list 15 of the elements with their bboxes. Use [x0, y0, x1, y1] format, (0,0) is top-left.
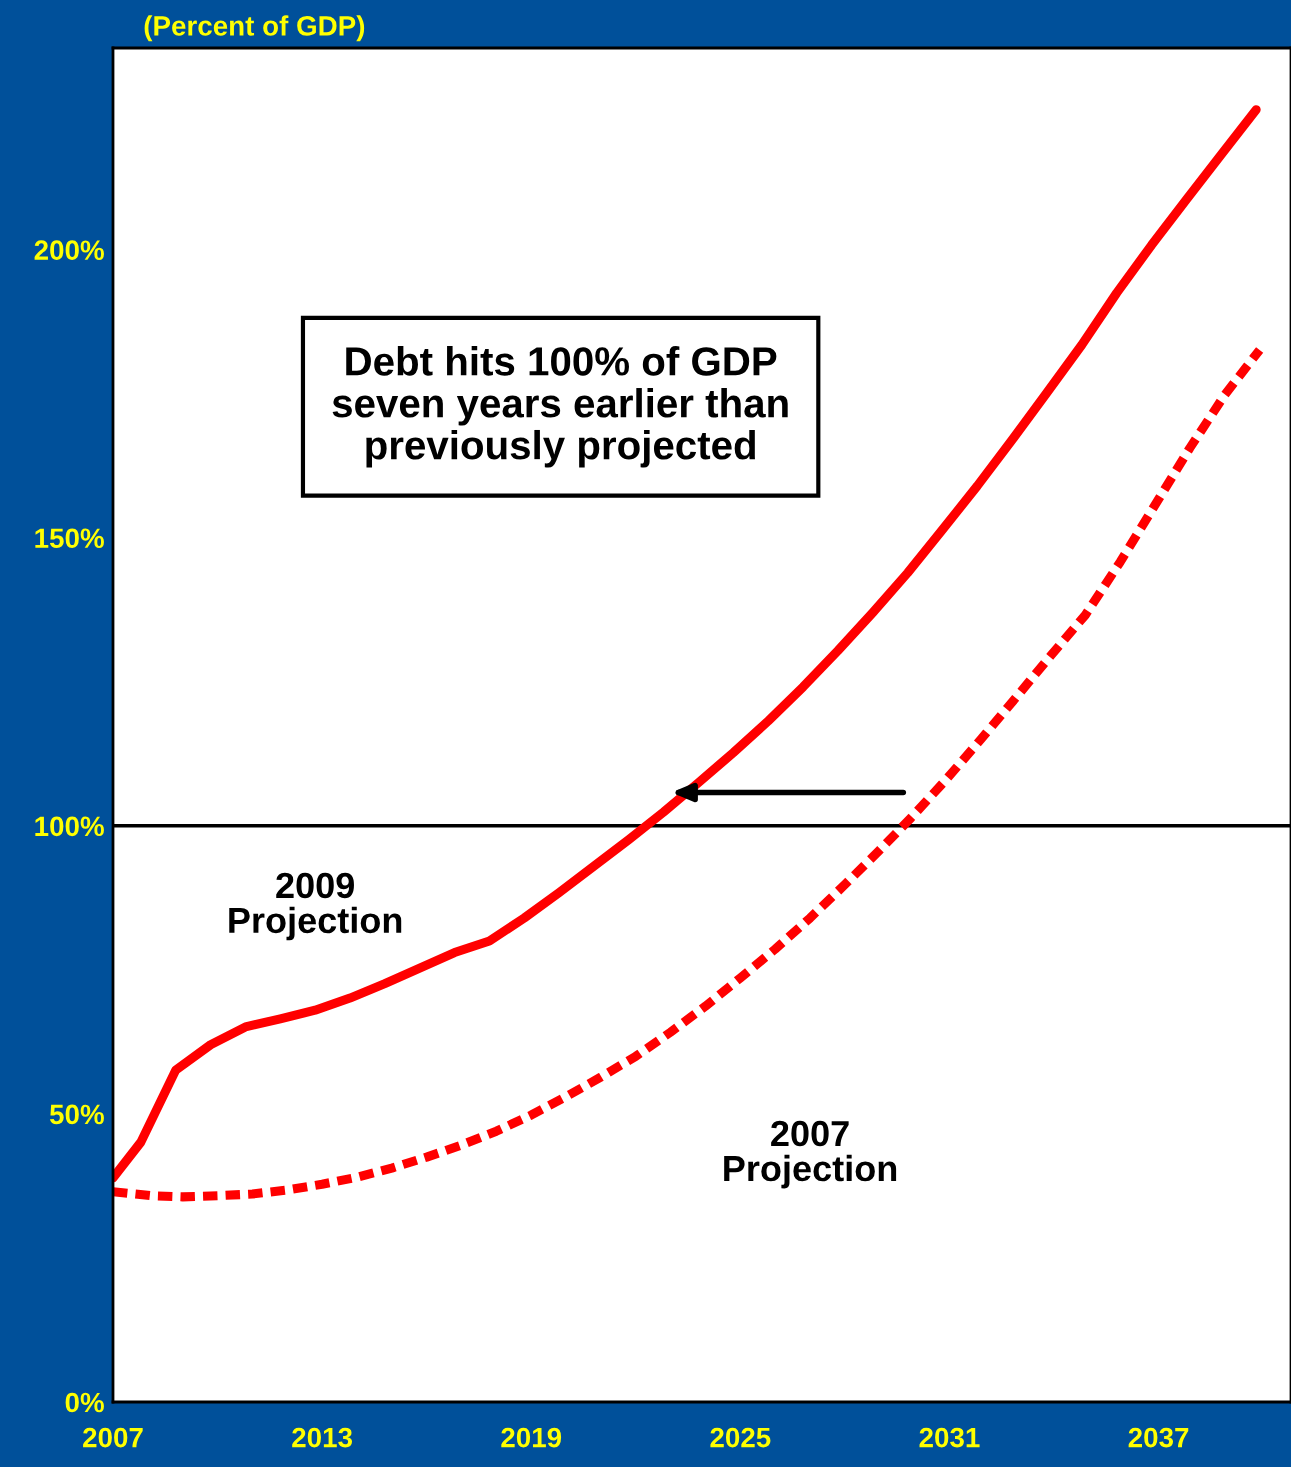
x-tick-label: 2019	[501, 1427, 562, 1448]
y-tick-label: 50%	[49, 1104, 104, 1125]
annotation: Debt hits 100% of GDP seven years earlier than previously projected	[332, 346, 788, 468]
x-tick-label: 2007	[83, 1427, 143, 1448]
y-tick-label: 200%	[34, 240, 104, 260]
x-tick-label: 2013	[292, 1427, 353, 1448]
series-label: 2009 Projection	[229, 872, 402, 941]
text: 2007 Projection	[724, 1120, 897, 1189]
y-axis-title: (Percent of GDP)	[144, 15, 365, 42]
x-tick-label: 2025	[710, 1427, 771, 1448]
y-tick-label: 150%	[35, 528, 104, 549]
x-tick-label: 2037	[1128, 1427, 1189, 1448]
x-tick-label: 2031	[919, 1427, 980, 1448]
y-tick-label: 100%	[35, 816, 104, 837]
y-tick-label: 0%	[65, 1392, 104, 1413]
